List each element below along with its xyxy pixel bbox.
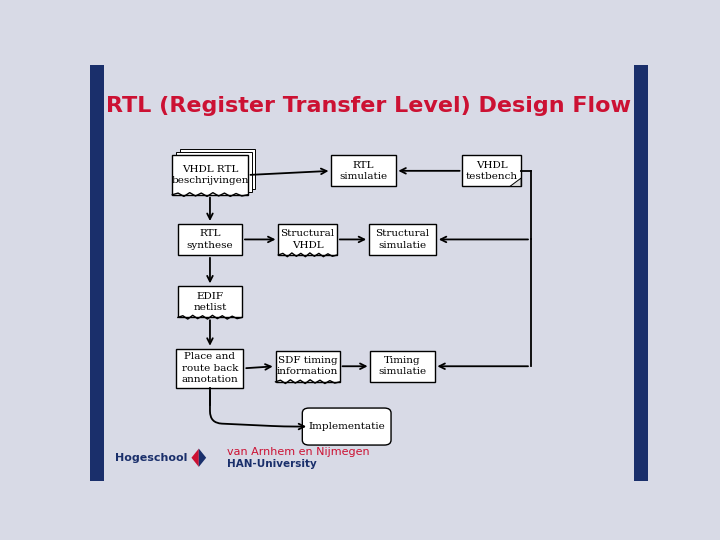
Text: Implementatie: Implementatie (308, 422, 385, 431)
Text: HAN-University: HAN-University (227, 459, 317, 469)
Text: Place and
route back
annotation: Place and route back annotation (181, 353, 238, 384)
FancyBboxPatch shape (90, 65, 104, 481)
Text: RTL (Register Transfer Level) Design Flow: RTL (Register Transfer Level) Design Flo… (107, 96, 631, 117)
FancyBboxPatch shape (634, 65, 648, 481)
FancyBboxPatch shape (369, 224, 436, 255)
FancyBboxPatch shape (276, 350, 340, 382)
Text: RTL
simulatie: RTL simulatie (339, 160, 387, 181)
FancyBboxPatch shape (172, 155, 248, 195)
FancyBboxPatch shape (178, 286, 242, 318)
FancyBboxPatch shape (331, 155, 395, 186)
Text: RTL
synthese: RTL synthese (186, 229, 233, 249)
Text: Timing
simulatie: Timing simulatie (379, 356, 426, 376)
FancyBboxPatch shape (178, 224, 242, 255)
Text: SDF timing
information: SDF timing information (277, 356, 338, 376)
FancyBboxPatch shape (279, 224, 337, 255)
FancyBboxPatch shape (176, 152, 251, 192)
Polygon shape (510, 178, 521, 186)
FancyBboxPatch shape (462, 155, 521, 186)
FancyBboxPatch shape (180, 150, 256, 189)
FancyBboxPatch shape (370, 350, 435, 382)
FancyBboxPatch shape (302, 408, 391, 445)
Text: van Arnhem en Nijmegen: van Arnhem en Nijmegen (227, 447, 369, 457)
Text: VHDL RTL
beschrijvingen: VHDL RTL beschrijvingen (171, 165, 248, 185)
Text: Structural
simulatie: Structural simulatie (375, 229, 430, 249)
Polygon shape (199, 449, 206, 467)
Text: EDIF
netlist: EDIF netlist (193, 292, 227, 312)
Text: Hogeschool: Hogeschool (115, 453, 187, 463)
Text: VHDL
testbench: VHDL testbench (466, 160, 518, 181)
Text: Structural
VHDL: Structural VHDL (281, 229, 335, 249)
Polygon shape (192, 449, 199, 467)
FancyBboxPatch shape (176, 349, 243, 388)
